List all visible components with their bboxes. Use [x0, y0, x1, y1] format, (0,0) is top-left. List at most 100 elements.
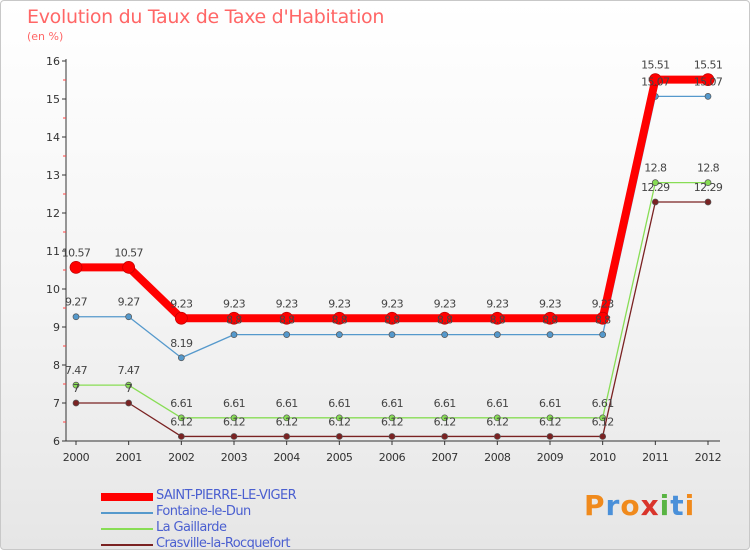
y-tick-label: 6	[53, 435, 60, 448]
legend-label: Fontaine-le-Dun	[156, 504, 251, 519]
x-tick-label: 2002	[168, 451, 194, 464]
data-label: 8.8	[489, 314, 505, 327]
data-label: 9.23	[328, 297, 351, 310]
legend-swatch	[101, 528, 153, 530]
data-label: 12.29	[694, 181, 723, 194]
data-label: 10.57	[62, 246, 91, 259]
data-label: 15.51	[694, 59, 723, 72]
x-tick-label: 2010	[589, 451, 616, 464]
x-tick-label: 2005	[326, 451, 353, 464]
x-tick-label: 2008	[484, 451, 511, 464]
data-label: 6.12	[434, 415, 456, 428]
data-point	[332, 311, 346, 325]
logo-letter: i	[684, 489, 696, 522]
data-label: 6.12	[539, 415, 561, 428]
chart-subtitle: (en %)	[27, 30, 64, 43]
data-label: 12.8	[697, 162, 720, 175]
logo-letter: t	[670, 489, 685, 522]
data-label: 9.23	[539, 297, 562, 310]
data-label: 15.51	[641, 59, 670, 72]
data-label: 10.57	[114, 246, 143, 259]
y-tick-label: 11	[46, 245, 60, 258]
data-label: 6.61	[592, 397, 614, 410]
data-label: 7	[125, 382, 132, 395]
logo-letter: x	[640, 489, 660, 522]
data-point	[283, 331, 291, 338]
data-label: 7	[73, 382, 80, 395]
data-label: 6.61	[170, 397, 192, 410]
data-label: 15.07	[694, 75, 723, 88]
data-point	[177, 414, 185, 422]
data-point	[543, 311, 557, 325]
y-tick-label: 8	[53, 359, 60, 372]
data-point	[599, 433, 607, 440]
x-tick-label: 2000	[63, 451, 90, 464]
data-point	[546, 331, 554, 338]
data-point	[651, 179, 659, 186]
data-point	[493, 414, 501, 422]
data-point	[174, 311, 188, 325]
data-point	[388, 414, 396, 422]
data-label: 6.61	[223, 397, 245, 410]
y-tick-label: 15	[46, 93, 60, 106]
data-point	[125, 399, 133, 407]
data-label: 9.23	[170, 297, 193, 310]
logo-letter: o	[620, 489, 641, 522]
data-point	[651, 198, 659, 206]
logo-letter: i	[659, 489, 671, 522]
legend-label: La Gaillarde	[156, 520, 227, 535]
data-point	[599, 331, 607, 338]
data-point	[125, 381, 133, 389]
data-label: 9.23	[434, 297, 457, 310]
data-point	[648, 73, 662, 86]
data-point	[72, 381, 80, 389]
y-tick-label: 7	[53, 397, 60, 410]
data-point	[335, 414, 343, 422]
data-point	[704, 198, 712, 206]
data-point	[335, 433, 343, 440]
data-label: 9.23	[592, 297, 615, 310]
data-point	[596, 311, 610, 325]
data-point	[388, 331, 396, 338]
data-point	[69, 260, 83, 274]
data-label: 6.61	[381, 397, 403, 410]
data-labels: 10.57 10.57 9.23 9.23 9.23 9.23 9.23 9.23 9.23 9.…	[62, 59, 724, 429]
x-tick-label: 2001	[115, 451, 141, 464]
data-label: 9.23	[486, 297, 509, 310]
data-point	[546, 414, 554, 422]
data-label: 9.23	[223, 297, 246, 310]
legend-label: Crasville-la-Rocquefort	[156, 536, 290, 550]
data-label: 12.29	[641, 181, 670, 194]
data-point	[72, 399, 80, 407]
data-point	[280, 311, 294, 325]
y-tick-label: 14	[46, 131, 60, 144]
data-point	[230, 331, 238, 338]
data-point	[704, 179, 712, 186]
x-tick-label: 2006	[379, 451, 406, 464]
data-label: 8.8	[331, 314, 347, 327]
data-label: 6.61	[434, 397, 456, 410]
data-label: 8.8	[226, 314, 242, 327]
data-label: 9.23	[381, 297, 404, 310]
data-label: 12.8	[644, 162, 667, 175]
data-point	[441, 433, 449, 440]
data-point	[385, 311, 399, 325]
data-label: 9.27	[118, 296, 141, 309]
x-tick-label: 2011	[642, 451, 668, 464]
data-point	[438, 311, 452, 325]
proxiti-logo: Proxiti	[584, 489, 695, 522]
data-point	[493, 331, 501, 338]
data-label: 7.47	[65, 364, 88, 377]
data-label: 6.12	[328, 415, 350, 428]
x-tick-label: 2009	[537, 451, 564, 464]
y-tick-label: 10	[46, 283, 60, 296]
data-point	[701, 73, 715, 86]
data-label: 6.12	[276, 415, 298, 428]
y-tick-label: 13	[46, 169, 60, 182]
legend-swatch	[101, 512, 153, 514]
data-point	[177, 354, 185, 362]
y-tick-label: 12	[46, 207, 60, 220]
data-point	[490, 311, 504, 325]
